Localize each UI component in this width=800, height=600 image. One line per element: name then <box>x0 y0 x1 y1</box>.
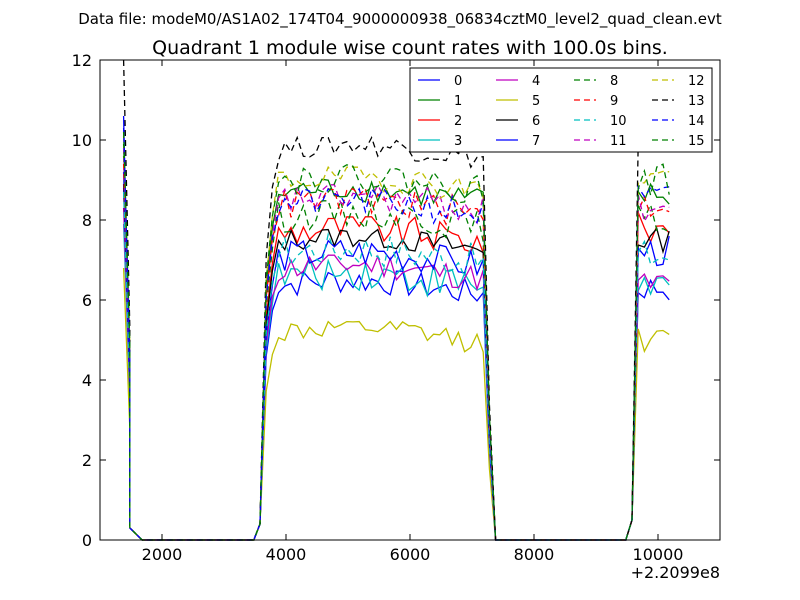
y-tick-label: 10 <box>72 131 92 150</box>
x-tick-label: 8000 <box>514 545 555 564</box>
plot-frame <box>99 59 721 541</box>
y-tick-label: 4 <box>82 371 92 390</box>
legend-label-12: 12 <box>688 74 705 89</box>
legend-label-7: 7 <box>532 134 540 149</box>
legend-label-9: 9 <box>610 94 618 109</box>
figure-suptitle: Data file: modeM0/AS1A02_174T04_90000009… <box>78 10 722 29</box>
legend-label-10: 10 <box>610 114 627 129</box>
legend-label-4: 4 <box>532 74 540 89</box>
series-line-8 <box>122 155 670 541</box>
legend-label-2: 2 <box>454 114 462 129</box>
series-line-13 <box>122 59 670 541</box>
chart-title: Quadrant 1 module wise count rates with … <box>152 37 668 59</box>
y-tick-label: 2 <box>82 451 92 470</box>
legend-label-11: 11 <box>610 134 627 149</box>
x-tick-label: 2000 <box>142 545 183 564</box>
y-tick-label: 8 <box>82 211 92 230</box>
legend-label-6: 6 <box>532 114 540 129</box>
series-line-9 <box>122 163 670 541</box>
y-tick-label: 12 <box>72 51 92 70</box>
legend-label-13: 13 <box>688 94 705 109</box>
series-layer <box>122 59 670 541</box>
legend-label-0: 0 <box>454 74 462 89</box>
legend-label-5: 5 <box>532 94 540 109</box>
legend-box <box>409 67 713 153</box>
series-line-5 <box>122 267 670 541</box>
legend-label-15: 15 <box>688 134 705 149</box>
x-tick-label: 6000 <box>390 545 431 564</box>
x-axis-offset-label: +2.2099e8 <box>631 563 720 582</box>
y-tick-label: 6 <box>82 291 92 310</box>
legend-label-8: 8 <box>610 74 618 89</box>
y-tick-label: 0 <box>82 531 92 550</box>
legend-label-14: 14 <box>688 114 705 129</box>
x-tick-label: 10000 <box>633 545 684 564</box>
legend-label-1: 1 <box>454 94 462 109</box>
legend-label-3: 3 <box>454 134 462 149</box>
x-tick-label: 4000 <box>266 545 307 564</box>
